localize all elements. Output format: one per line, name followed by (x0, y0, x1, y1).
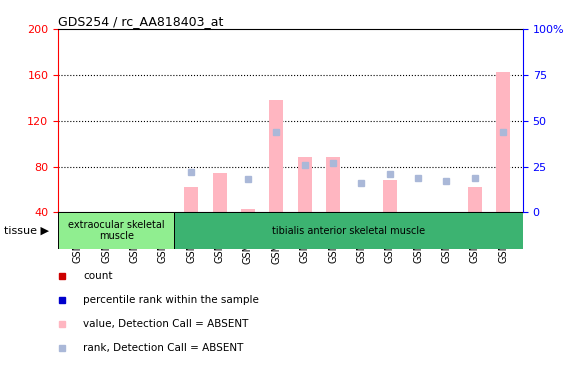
Text: tibialis anterior skeletal muscle: tibialis anterior skeletal muscle (272, 225, 425, 236)
Text: tissue ▶: tissue ▶ (4, 225, 49, 236)
Bar (184, 187, 198, 212)
Bar (174, 212, 523, 249)
Bar (468, 187, 482, 212)
Bar (58, 212, 174, 249)
Text: value, Detection Call = ABSENT: value, Detection Call = ABSENT (83, 319, 249, 329)
Text: count: count (83, 271, 113, 281)
Text: GDS254 / rc_AA818403_at: GDS254 / rc_AA818403_at (58, 15, 224, 28)
Bar (297, 157, 312, 212)
Text: rank, Detection Call = ABSENT: rank, Detection Call = ABSENT (83, 343, 243, 354)
Bar (383, 180, 397, 212)
Bar (213, 173, 227, 212)
Text: percentile rank within the sample: percentile rank within the sample (83, 295, 259, 305)
Bar (326, 157, 340, 212)
Bar (269, 100, 284, 212)
Bar (496, 72, 510, 212)
Text: extraocular skeletal
muscle: extraocular skeletal muscle (68, 220, 164, 242)
Bar (241, 209, 255, 212)
